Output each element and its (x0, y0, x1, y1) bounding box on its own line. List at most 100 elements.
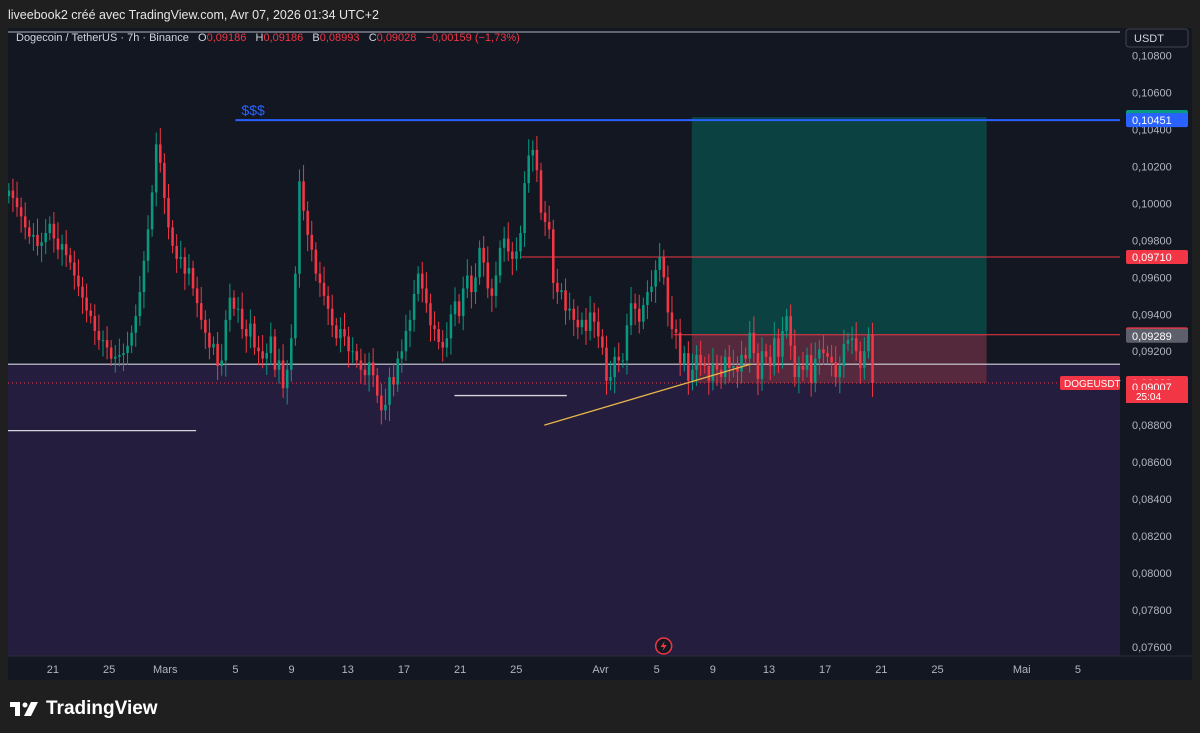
time-tick-label: 5 (232, 664, 238, 676)
candle-body (265, 353, 268, 359)
candle-body (764, 351, 768, 357)
price-label: 0,09710 (1132, 252, 1172, 264)
candle-body (441, 342, 445, 348)
candle-body (781, 330, 784, 357)
candle-body (126, 345, 129, 354)
price-tick-label: 0,10600 (1132, 88, 1172, 100)
candle-body (130, 332, 133, 346)
high-value: 0,09186 (263, 32, 304, 44)
close-value: 0,09028 (376, 32, 417, 44)
candle-body (371, 362, 375, 376)
below-level-zone (8, 364, 1120, 656)
candle-body (68, 255, 72, 263)
candle-body (637, 308, 641, 322)
candle-body (314, 249, 318, 274)
candle-body (257, 347, 260, 352)
candle-body (339, 329, 342, 339)
time-tick-label: 17 (398, 664, 410, 676)
candle-body (642, 305, 645, 322)
close-label: C (368, 32, 377, 44)
symbol-label[interactable]: Dogecoin / TetherUS · 7h · Binance (16, 32, 189, 44)
candle-body (818, 349, 821, 359)
candle-body (601, 336, 604, 348)
candle-body (433, 325, 436, 330)
candle-body (48, 223, 52, 234)
candle-body (740, 354, 743, 372)
candle-body (11, 190, 15, 198)
candle-body (302, 181, 305, 211)
candle-body (400, 351, 404, 359)
candle-body (310, 234, 314, 250)
candle-body (670, 312, 674, 330)
time-tick-label: 17 (819, 664, 831, 676)
candle-body (347, 336, 350, 352)
high-label: H (255, 32, 264, 44)
candle-body (412, 293, 416, 320)
candle-body (633, 303, 637, 309)
candle-body (822, 349, 825, 354)
candle-body (290, 338, 293, 370)
candle-body (81, 286, 84, 298)
candle-body (453, 301, 457, 315)
chart-area[interactable]: $$$ 0,10800 0,10600 0,10400 0,10200 0,10000 0,… (8, 28, 1192, 680)
candle-body (212, 343, 215, 348)
brand-name: TradingView (46, 698, 158, 719)
candle-body (322, 282, 326, 296)
candle-body (703, 364, 706, 367)
candle-body (367, 362, 371, 376)
price-label: 0,10451 (1132, 115, 1172, 127)
candle-body (167, 197, 170, 228)
price-tick-label: 0,10400 (1132, 125, 1172, 137)
candle-body (429, 303, 432, 326)
candle-body (502, 238, 506, 248)
candle-body (519, 233, 522, 252)
candle-body (838, 366, 842, 378)
candle-body (498, 247, 502, 276)
candle-body (273, 336, 277, 370)
price-label-bg (1126, 328, 1188, 343)
candle-body (236, 308, 240, 310)
price-axis (1120, 28, 1192, 680)
candle-body (760, 351, 764, 379)
candle-body (691, 369, 694, 381)
candle-body (486, 262, 490, 289)
last-price-timer-bg (1126, 390, 1188, 404)
candle-body (748, 332, 752, 359)
candle-body (805, 354, 809, 370)
tradingview-logo[interactable]: TradingView (10, 698, 158, 720)
candle-body (15, 197, 19, 208)
candle-body (187, 268, 191, 274)
candlestick-chart[interactable]: $$$ 0,10800 0,10600 0,10400 0,10200 0,10000 0,… (8, 28, 1192, 680)
candle-body (797, 366, 801, 378)
footer-bar: TradingView (0, 690, 1200, 733)
resistance-label: $$$ (241, 102, 265, 118)
target-zone (691, 117, 987, 335)
candle-body (449, 314, 453, 339)
candle-body (380, 395, 383, 411)
price-tick-label: 0,08600 (1132, 457, 1172, 469)
candle-body (134, 316, 138, 333)
header-bar: liveebook2 créé avec TradingView.com, Av… (0, 0, 1200, 28)
tradingview-logo-icon (10, 702, 38, 716)
candle-body (392, 377, 395, 385)
candle-body (777, 338, 780, 357)
candle-body (118, 354, 121, 357)
candle-body (183, 257, 187, 274)
time-tick-label: 13 (342, 664, 354, 676)
candle-body (109, 347, 113, 359)
time-tick-label: 21 (454, 664, 466, 676)
candle-body (318, 273, 322, 283)
candle-body (732, 366, 735, 368)
price-tick-label: 0,08800 (1132, 420, 1172, 432)
candle-body (249, 323, 252, 337)
time-tick-label: 9 (289, 664, 295, 676)
candle-body (809, 354, 813, 383)
candle-body (723, 356, 727, 378)
price-label: 0,09289 (1132, 331, 1172, 343)
candle-body (253, 323, 256, 348)
price-tick-label: 0,10000 (1132, 198, 1172, 210)
candle-body (163, 162, 166, 198)
candle-body (494, 275, 498, 296)
price-tick-label: 0,09400 (1132, 309, 1172, 321)
candle-body (568, 308, 571, 311)
